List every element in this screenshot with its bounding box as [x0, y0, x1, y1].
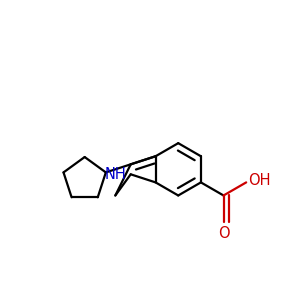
- Text: NH: NH: [104, 167, 126, 182]
- Text: OH: OH: [249, 173, 271, 188]
- Text: O: O: [218, 226, 230, 241]
